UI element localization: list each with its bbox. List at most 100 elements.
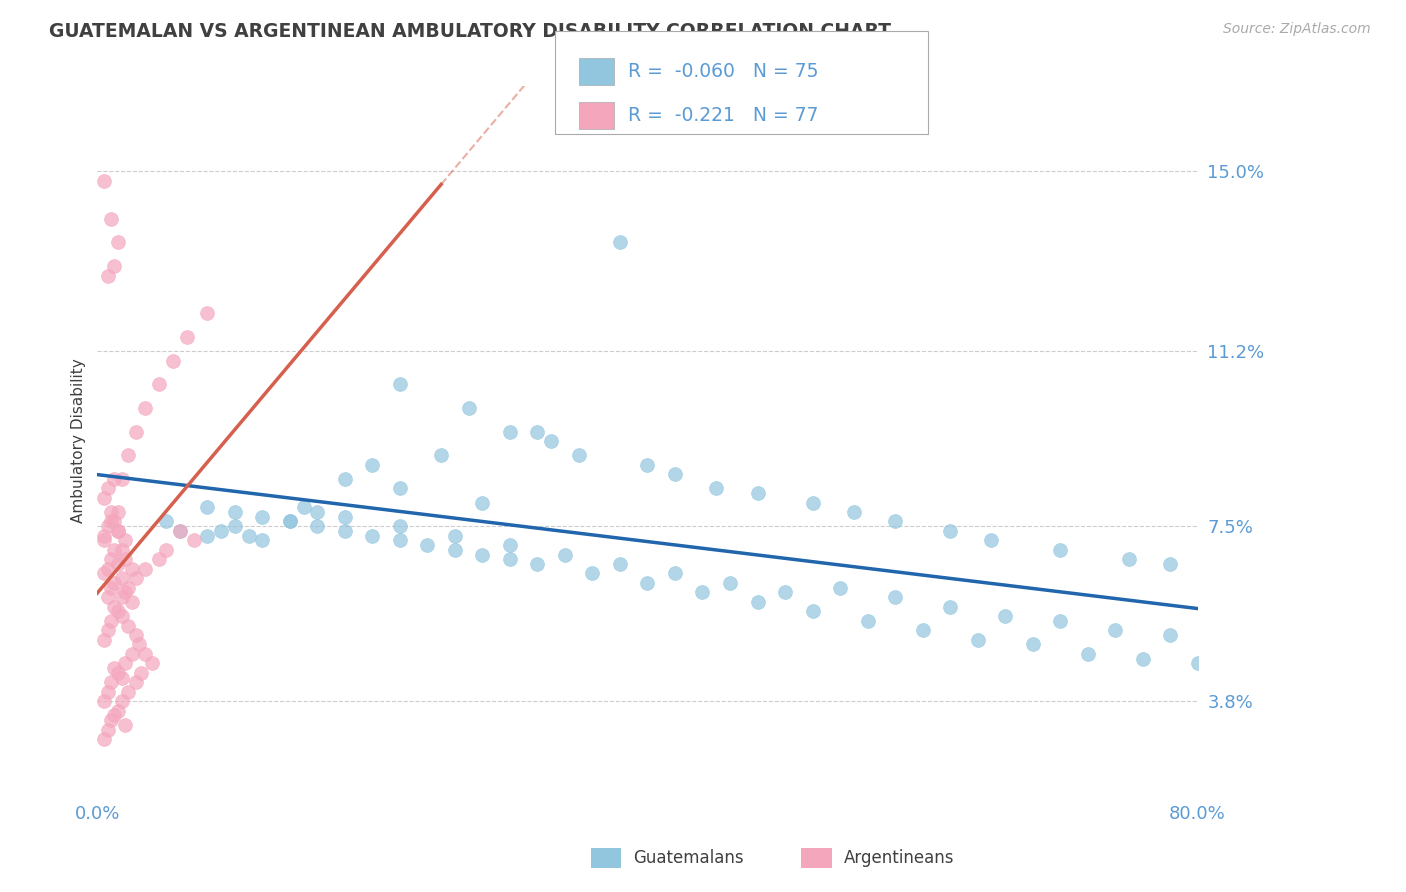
Point (692, 585, 714, 599)
Point (801, 495, 824, 509)
Point (747, 486, 769, 500)
Point (117, 581, 139, 595)
Point (111, 542, 134, 557)
Point (747, 595, 769, 609)
Point (238, 528, 260, 542)
Point (637, 576, 659, 591)
Point (637, 458, 659, 472)
Point (97, 624, 120, 638)
Point (114, 533, 136, 548)
Point (155, 515, 177, 529)
Point (114, 718, 136, 732)
Point (444, 542, 467, 557)
Point (209, 524, 232, 538)
Point (114, 657, 136, 671)
Point (176, 330, 198, 344)
Point (980, 533, 1002, 548)
Point (93, 731, 115, 746)
Point (103, 259, 125, 273)
Point (134, 401, 156, 415)
Point (100, 211, 122, 226)
Point (609, 557, 631, 571)
Point (111, 571, 134, 585)
Point (121, 595, 143, 609)
Point (97, 684, 120, 698)
Point (134, 562, 156, 576)
Point (471, 495, 494, 509)
Point (97, 519, 120, 533)
Point (252, 533, 274, 548)
Point (125, 571, 148, 585)
Point (100, 713, 122, 727)
Point (252, 509, 274, 524)
Point (361, 458, 384, 472)
Point (169, 524, 191, 538)
Point (499, 425, 522, 439)
Point (169, 524, 191, 538)
Point (107, 505, 129, 519)
Point (103, 576, 125, 591)
Point (183, 533, 205, 548)
Point (103, 515, 125, 529)
Point (939, 599, 962, 614)
Point (93, 632, 115, 647)
Point (966, 632, 988, 647)
Point (333, 472, 356, 486)
Point (100, 515, 122, 529)
Point (125, 675, 148, 690)
Point (155, 542, 177, 557)
Point (117, 448, 139, 462)
Point (361, 528, 384, 542)
Point (134, 647, 156, 661)
Point (195, 306, 218, 320)
Text: Argentineans: Argentineans (844, 849, 955, 867)
Point (121, 562, 143, 576)
Point (93, 491, 115, 505)
Point (664, 566, 686, 581)
Point (114, 585, 136, 599)
Point (195, 528, 218, 542)
Point (162, 353, 184, 368)
Point (224, 505, 246, 519)
Point (131, 665, 153, 680)
Point (111, 472, 134, 486)
Point (224, 519, 246, 533)
Y-axis label: Ambulatory Disability: Ambulatory Disability (72, 359, 86, 524)
Point (609, 235, 631, 250)
Point (107, 604, 129, 618)
Point (111, 671, 134, 685)
Point (939, 524, 962, 538)
Point (1104, 624, 1126, 638)
Point (117, 684, 139, 698)
Point (292, 500, 315, 515)
Text: R =  -0.060   N = 75: R = -0.060 N = 75 (628, 62, 818, 81)
Point (125, 628, 148, 642)
Text: Source: ZipAtlas.com: Source: ZipAtlas.com (1223, 22, 1371, 37)
Point (93, 566, 115, 581)
Point (828, 581, 851, 595)
Point (1187, 657, 1209, 671)
Point (664, 467, 686, 482)
Point (100, 505, 122, 519)
Point (97, 590, 120, 604)
Point (93, 694, 115, 708)
Point (107, 235, 129, 250)
Point (430, 448, 453, 462)
Point (111, 590, 134, 604)
Point (568, 448, 591, 462)
Point (388, 481, 411, 495)
Point (278, 515, 301, 529)
Point (388, 377, 411, 392)
Point (526, 425, 548, 439)
Point (107, 524, 129, 538)
Point (117, 618, 139, 632)
Point (773, 585, 796, 599)
Point (457, 401, 479, 415)
Point (333, 524, 356, 538)
Point (107, 557, 129, 571)
Point (97, 481, 120, 495)
Point (100, 614, 122, 628)
Point (1021, 637, 1043, 651)
Point (911, 624, 934, 638)
Point (333, 509, 356, 524)
